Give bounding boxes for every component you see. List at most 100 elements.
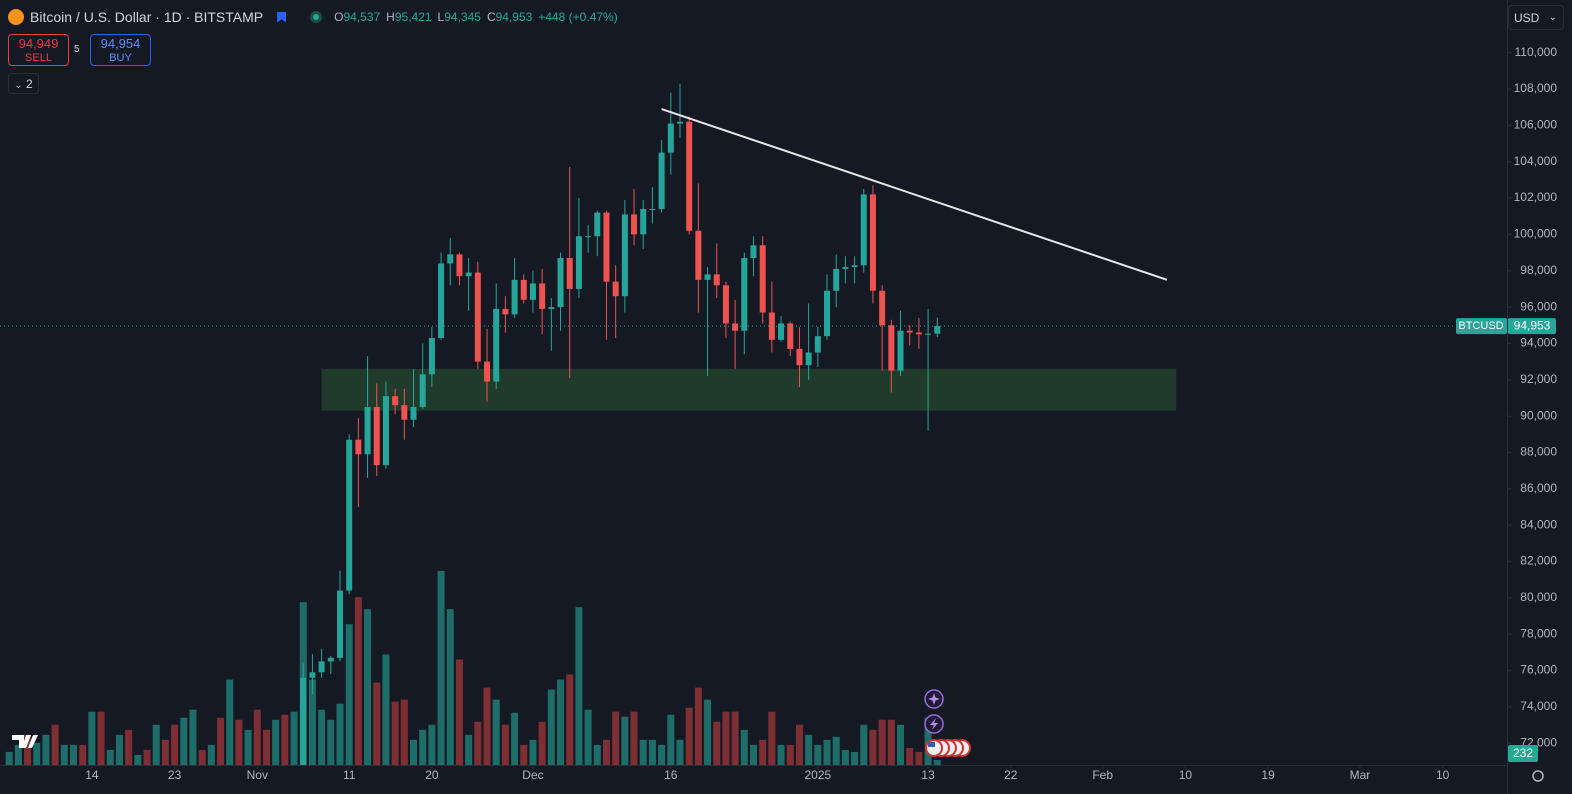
volume-bar	[841, 749, 849, 765]
candle-body	[612, 281, 619, 297]
y-tick-label: 96,000	[1520, 299, 1557, 313]
volume-bar	[933, 759, 941, 765]
time-axis-panel	[0, 765, 1507, 794]
currency-select[interactable]: USD ⌄	[1508, 5, 1564, 30]
volume-bar	[180, 717, 188, 765]
candle-body	[704, 274, 711, 280]
volume-bar	[676, 739, 684, 765]
last-price-label: 94,953	[1514, 318, 1551, 332]
candle-body	[695, 230, 702, 280]
y-tick-label: 98,000	[1520, 263, 1557, 277]
candle-body	[814, 336, 821, 353]
drawing-layer	[321, 368, 1177, 411]
volume-bar	[915, 751, 923, 765]
volume-bar	[134, 754, 142, 765]
candle-body	[787, 323, 794, 349]
volume-bar	[795, 724, 803, 765]
candle-body	[520, 279, 527, 300]
symbol-title[interactable]: Bitcoin / U.S. Dollar · 1D · BITSTAMP	[30, 9, 264, 25]
volume-bar	[446, 609, 454, 765]
x-tick-label: Nov	[247, 768, 268, 782]
candle-body	[465, 272, 472, 277]
volume-bar	[171, 724, 179, 765]
volume-bar	[520, 744, 528, 765]
candle-body	[888, 325, 895, 371]
x-tick-label: 14	[85, 768, 99, 782]
y-tick-label: 102,000	[1514, 190, 1558, 204]
candle-body	[382, 396, 389, 466]
ohlc: O 94,537 H 95,421 L 94,345 C 94,953 +448 (+0…	[334, 10, 618, 24]
volume-bar	[207, 744, 215, 765]
candle-body	[474, 272, 481, 362]
volume-bar	[5, 751, 13, 765]
volume-bar	[557, 679, 565, 765]
volume-bar	[373, 682, 381, 765]
volume-bar	[400, 699, 408, 765]
volume-bar	[492, 699, 500, 765]
flag-icon[interactable]	[277, 11, 287, 23]
ohlc-value: 95,421	[394, 10, 432, 24]
y-tick-label: 106,000	[1514, 118, 1558, 132]
volume-bar	[511, 712, 519, 765]
volume-bar	[318, 709, 326, 765]
volume-bar	[42, 734, 50, 765]
volume-bar	[759, 739, 767, 765]
volume-bar	[602, 739, 610, 765]
candle-body	[824, 290, 831, 337]
candle-body	[925, 333, 932, 335]
candle-body	[658, 152, 665, 209]
candle-body	[897, 330, 904, 371]
candle-body	[640, 208, 647, 235]
volume-bar	[621, 716, 629, 765]
volume-bar	[878, 719, 886, 765]
volume-bar	[501, 724, 509, 765]
volume-bar	[897, 724, 905, 765]
volume-bar	[547, 689, 555, 765]
volume-bar	[639, 739, 647, 765]
candle-body	[566, 258, 573, 289]
symbol-badge	[1456, 318, 1507, 335]
candle-body	[915, 332, 922, 335]
price-axis-panel	[1507, 0, 1572, 794]
volume-bar	[198, 749, 206, 765]
candle-body	[842, 267, 849, 269]
volume-bar	[777, 744, 785, 765]
candle-body	[667, 123, 674, 153]
volume-bar	[272, 719, 280, 765]
x-tick-label: 19	[1261, 768, 1275, 782]
volume-bar	[354, 597, 362, 765]
candle-body	[676, 121, 683, 124]
ohlc-value: 94,953	[495, 10, 533, 24]
volume-bar	[161, 739, 169, 765]
volume-bar	[70, 744, 78, 765]
sell-button[interactable]: 94,949 SELL	[8, 34, 69, 66]
y-tick-label: 82,000	[1520, 554, 1557, 568]
last-price-badge	[1508, 318, 1556, 335]
volume-bar	[814, 744, 822, 765]
candle-body	[336, 590, 343, 658]
y-tick-label: 104,000	[1514, 154, 1558, 168]
candle-body	[621, 214, 628, 297]
candle-body	[539, 283, 546, 309]
volume-bar	[860, 724, 868, 765]
volume-bar	[768, 711, 776, 765]
volume-bar	[722, 711, 730, 765]
indicators-toggle[interactable]: ⌄ 2	[8, 73, 39, 94]
settings-icon[interactable]	[1532, 770, 1544, 782]
sell-price: 94,949	[18, 36, 59, 51]
volume-bar	[805, 734, 813, 765]
buy-button[interactable]: 94,954 BUY	[90, 34, 151, 66]
candle-body	[456, 254, 463, 277]
candle-body	[484, 361, 491, 382]
ohlc-value: 94,537	[343, 10, 381, 24]
volume-bar	[483, 687, 491, 765]
volume-bar	[14, 744, 22, 765]
y-tick-label: 74,000	[1520, 699, 1557, 713]
ohlc-key: O	[334, 10, 344, 24]
x-tick-label: 10	[1436, 768, 1450, 782]
candle-body	[309, 672, 316, 678]
candle-body	[631, 214, 638, 235]
candle-body	[741, 258, 748, 331]
spread: 5	[74, 44, 80, 55]
volume-bar	[704, 699, 712, 765]
